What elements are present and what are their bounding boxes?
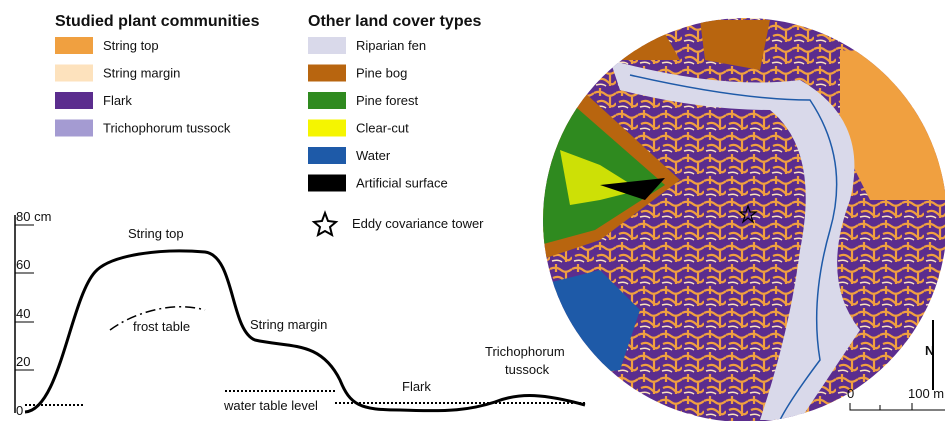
label: water table level xyxy=(223,398,318,413)
label: String top xyxy=(128,226,184,241)
legend: String top String margin Flark Trichophorum… xyxy=(55,37,448,192)
axis-ticks xyxy=(15,224,34,371)
frost-line xyxy=(109,306,206,331)
legend-label: Clear-cut xyxy=(356,121,409,136)
axis-label: 0 xyxy=(16,403,23,418)
scale-label: 0 xyxy=(847,386,854,401)
axis-label: 40 xyxy=(16,306,30,321)
axis-label: 80 cm xyxy=(16,209,51,224)
scale-label: 100 m xyxy=(908,386,944,401)
scale-bar xyxy=(849,403,945,411)
legend-label: String margin xyxy=(103,66,180,81)
surface-curve xyxy=(24,249,586,414)
legend-swatch xyxy=(308,174,346,192)
map xyxy=(543,18,945,422)
legend-label: Water xyxy=(356,148,391,163)
tower-label: Eddy covariance tower xyxy=(352,216,484,231)
legend-title: Other land cover types xyxy=(308,13,481,30)
legend-label: String top xyxy=(103,38,159,53)
legend-title: Studied plant communities xyxy=(55,13,260,30)
legend-label: Pine bog xyxy=(356,66,407,81)
legend-swatch xyxy=(55,64,93,82)
legend-swatch xyxy=(308,92,346,109)
tower-icon xyxy=(311,210,339,238)
water-table xyxy=(25,390,585,406)
label: Trichophorum xyxy=(485,344,565,359)
label: frost table xyxy=(133,319,190,334)
legend-label: Artificial surface xyxy=(356,176,448,191)
legend-swatch xyxy=(308,64,346,82)
legend-label: Flark xyxy=(103,93,132,108)
legend-swatch xyxy=(55,37,93,54)
legend-swatch xyxy=(308,37,346,54)
legend-label: Trichophorum tussock xyxy=(103,121,231,136)
legend-swatch xyxy=(308,147,346,164)
legend-swatch xyxy=(55,92,93,109)
north-label: N xyxy=(925,343,934,358)
legend-label: Pine forest xyxy=(356,93,419,108)
label: String margin xyxy=(250,317,327,332)
axis-label: 20 xyxy=(16,354,30,369)
profile: 80 cm 60 40 20 0 String top frost table … xyxy=(14,209,586,418)
label: Flark xyxy=(402,379,431,394)
legend-swatch xyxy=(55,119,93,137)
legend-swatch xyxy=(308,119,346,137)
label: tussock xyxy=(505,362,550,377)
legend-label: Riparian fen xyxy=(356,38,426,53)
axis-label: 60 xyxy=(16,257,30,272)
